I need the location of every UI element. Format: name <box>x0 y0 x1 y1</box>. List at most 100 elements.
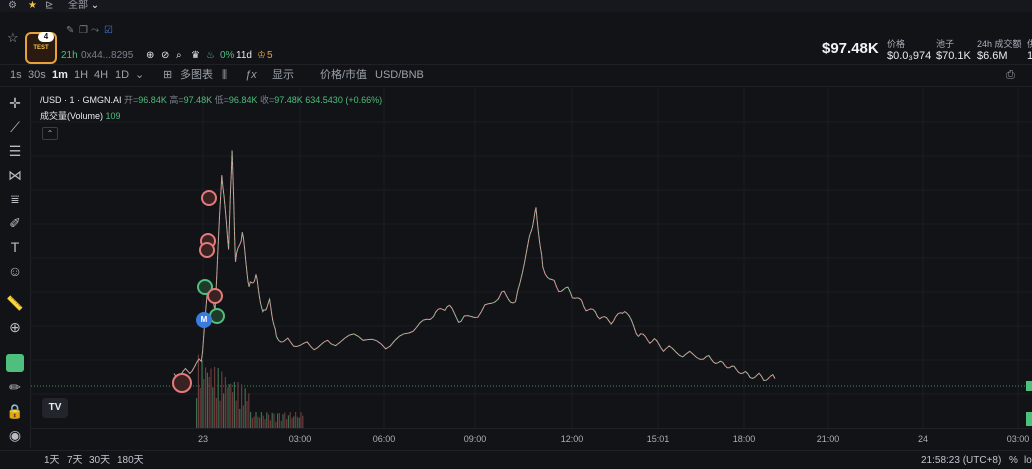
legend-close-label: 收= <box>259 95 275 105</box>
volume-bar <box>275 421 277 428</box>
time-tick-label: 18:00 <box>732 434 756 444</box>
volume-bar <box>230 383 232 428</box>
lock-icon[interactable]: 🔒 <box>6 403 24 419</box>
volume-bar <box>259 417 261 428</box>
dev-marker[interactable] <box>172 373 192 393</box>
volume-bar <box>257 416 259 428</box>
globe-icon[interactable]: ⊕ <box>146 50 155 61</box>
tradingview-logo[interactable]: TV <box>42 398 68 418</box>
volume-value: 109 <box>105 111 121 121</box>
volume-bar <box>278 412 280 428</box>
emoji-icon[interactable]: ☺ <box>7 263 23 279</box>
stat-supply-value: 1 <box>1027 50 1032 62</box>
chart-canvas[interactable] <box>31 88 1032 428</box>
volume-bar <box>214 366 216 428</box>
volume-bar <box>224 376 226 428</box>
range-30d[interactable]: 30天 <box>89 455 111 466</box>
volume-bar <box>289 412 291 428</box>
fib-icon[interactable]: ⩸ <box>10 191 20 207</box>
edit-icon[interactable]: ✎ <box>66 25 75 36</box>
chevron-down-icon[interactable]: ⌄ <box>135 69 145 81</box>
volume-bar <box>210 368 212 428</box>
token-address[interactable]: 0x44...8295 <box>81 50 134 61</box>
volume-bar <box>255 412 257 428</box>
trade-marker[interactable] <box>199 242 215 258</box>
volume-bar <box>271 412 273 428</box>
horizontal-lines-icon[interactable]: ☰ <box>8 143 22 159</box>
percent-toggle[interactable]: % <box>1009 455 1018 466</box>
legend-symbol: /USD · 1 · GMGN.AI <box>40 95 122 105</box>
pattern-icon[interactable]: ⋈ <box>8 167 22 183</box>
trade-marker[interactable] <box>207 288 223 304</box>
price-chart[interactable] <box>31 88 1032 428</box>
volume-bar <box>196 398 198 428</box>
range-1d[interactable]: 1天 <box>44 455 60 466</box>
stat-pool-label: 池子 <box>936 39 955 49</box>
lock-draw-icon[interactable]: ✏ <box>9 379 21 395</box>
time-axis[interactable]: 23 03:00 06:00 09:00 12:00 15:01 18:00 21:00 24 0… <box>31 428 1032 449</box>
interval-1d[interactable]: 1D <box>115 69 130 81</box>
interval-1h[interactable]: 1H <box>74 69 89 81</box>
volume-bar <box>300 412 302 428</box>
stat-volume-label: 24h 成交额 <box>977 39 1022 49</box>
time-tick-label: 15:01 <box>646 434 670 444</box>
stat-price-value: $0.0₃974 <box>887 50 932 62</box>
star-icon[interactable]: ★ <box>28 0 37 11</box>
volume-bar <box>223 393 225 428</box>
favorite-star-icon[interactable]: ☆ <box>7 30 19 45</box>
currency-toggle[interactable]: USD/BNB <box>375 69 424 81</box>
magnet-icon[interactable] <box>6 354 24 372</box>
volume-bar <box>205 367 207 428</box>
timezone-display[interactable]: 21:58:23 (UTC+8) <box>921 455 1002 466</box>
share-icon[interactable]: ⤳ <box>91 25 99 36</box>
multi-chart-button[interactable]: 多图表 <box>180 69 213 81</box>
volume-bar <box>226 387 228 428</box>
zoom-in-icon[interactable]: ⊕ <box>9 319 21 335</box>
range-7d[interactable]: 7天 <box>67 455 83 466</box>
chart-type-icon[interactable]: ⊵ <box>45 0 54 11</box>
interval-1s[interactable]: 1s <box>10 69 22 81</box>
volume-bar <box>239 408 241 428</box>
time-tick-label: 03:00 <box>1006 434 1030 444</box>
time-tick-label: 24 <box>917 434 929 444</box>
migration-marker[interactable]: M <box>196 312 212 328</box>
legend-open: 96.84K <box>138 95 167 105</box>
range-180d[interactable]: 180天 <box>117 455 144 466</box>
stat-pool-value: $70.1K <box>936 50 971 62</box>
crosshair-icon[interactable]: ✛ <box>9 95 21 111</box>
volume-bar <box>244 388 246 428</box>
volume-label: 成交量(Volume) <box>40 111 104 121</box>
collapse-legend-button[interactable]: ⌃ <box>42 127 58 140</box>
all-menu[interactable]: 全部 ⌄ <box>68 0 100 11</box>
market-cap-price: $97.48K <box>822 40 879 57</box>
volume-bar <box>260 412 262 428</box>
stat-supply-label: 供 <box>1027 39 1032 49</box>
copy-icon[interactable]: ❐ <box>79 25 88 36</box>
candle-type-icon[interactable]: ⫼ <box>222 69 228 81</box>
volume-bar <box>296 416 298 428</box>
brush-icon[interactable]: ✐ <box>9 215 21 231</box>
interval-30s[interactable]: 30s <box>28 69 46 81</box>
trade-marker[interactable] <box>201 190 217 206</box>
price-market-toggle[interactable]: 价格/市值 <box>320 69 368 81</box>
interval-1m[interactable]: 1m <box>52 69 68 81</box>
display-button[interactable]: 显示 <box>272 69 294 81</box>
volume-bar <box>242 405 244 428</box>
camera-icon[interactable]: ⎙ <box>1006 69 1015 81</box>
telegram-icon[interactable]: ⊘ <box>161 50 170 61</box>
multi-chart-icon[interactable]: ⊞ <box>163 69 173 81</box>
log-toggle[interactable]: lo <box>1024 455 1032 466</box>
trendline-icon[interactable]: ⟋ <box>10 119 20 135</box>
volume-bar <box>293 416 295 428</box>
ruler-icon[interactable]: 📏 <box>6 295 24 311</box>
volume-bar <box>251 417 253 428</box>
text-icon[interactable]: T <box>10 239 20 255</box>
legend-change: 634.5430 (+0.66%) <box>305 95 383 105</box>
holders-icon: ♔ <box>257 50 266 61</box>
time-tick-label: 12:00 <box>560 434 584 444</box>
interval-4h[interactable]: 4H <box>94 69 109 81</box>
indicators-icon[interactable]: ƒx <box>245 69 257 81</box>
settings-icon[interactable]: ⚙ <box>8 0 17 11</box>
eye-icon[interactable]: ◉ <box>8 427 22 443</box>
search-icon[interactable]: ⌕ <box>176 50 182 61</box>
